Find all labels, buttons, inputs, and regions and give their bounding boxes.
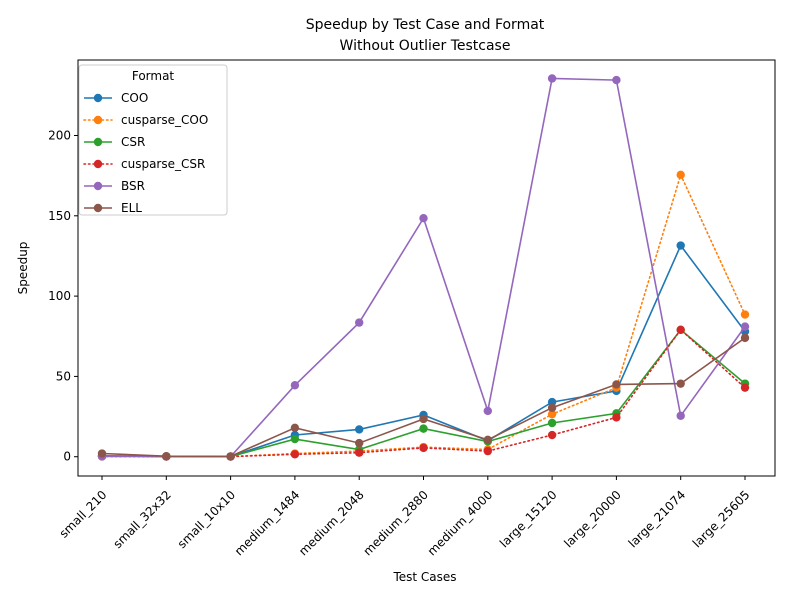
data-point-ELL-small_10x10 xyxy=(226,452,235,461)
y-tick-label-0: 0 xyxy=(63,450,71,464)
data-point-cusparse_CSR-medium_4000 xyxy=(483,446,492,456)
data-point-cusparse_CSR-medium_2880 xyxy=(419,443,428,453)
legend-label-cusparse_CSR: cusparse_CSR xyxy=(121,157,205,171)
legend-marker-cusparse_COO xyxy=(93,115,103,125)
legend-label-BSR: BSR xyxy=(121,179,145,193)
data-point-CSR-large_15120 xyxy=(547,418,557,428)
data-point-ELL-large_15120 xyxy=(547,403,557,412)
data-point-BSR-medium_1484 xyxy=(290,381,300,390)
data-point-BSR-large_20000 xyxy=(612,75,621,85)
data-point-COO-large_21074 xyxy=(676,241,685,250)
legend-marker-cusparse_CSR xyxy=(93,159,103,169)
data-point-BSR-large_25605 xyxy=(740,322,750,331)
chart-title: Speedup by Test Case and Format xyxy=(306,17,545,33)
data-point-BSR-medium_2048 xyxy=(355,318,364,327)
data-point-BSR-large_15120 xyxy=(547,74,557,83)
data-point-COO-medium_2048 xyxy=(355,425,364,434)
legend-label-ELL: ELL xyxy=(121,201,142,215)
legend-label-cusparse_COO: cusparse_COO xyxy=(121,113,208,127)
data-point-cusparse_CSR-medium_1484 xyxy=(290,450,300,459)
legend-box xyxy=(78,64,228,216)
data-point-cusparse_CSR-large_15120 xyxy=(547,430,557,440)
legend-marker-ELL xyxy=(93,203,103,213)
legend-marker-COO xyxy=(93,93,103,103)
y-tick-label-150: 150 xyxy=(48,209,71,223)
data-point-ELL-medium_1484 xyxy=(290,423,300,433)
data-point-ELL-medium_2880 xyxy=(419,414,428,424)
data-point-cusparse_COO-large_21074 xyxy=(676,170,685,180)
legend-marker-CSR xyxy=(93,137,103,147)
legend-label-COO: COO xyxy=(121,91,148,105)
legend-title: Format xyxy=(132,69,175,83)
data-point-ELL-large_25605 xyxy=(740,333,750,343)
y-tick-label-50: 50 xyxy=(56,369,71,383)
data-point-BSR-large_21074 xyxy=(676,411,685,420)
data-point-ELL-small_32x32 xyxy=(162,452,171,461)
data-point-CSR-medium_1484 xyxy=(290,434,300,444)
data-point-BSR-medium_4000 xyxy=(483,406,492,416)
x-axis-label: Test Cases xyxy=(392,570,456,584)
data-point-BSR-medium_2880 xyxy=(419,214,428,223)
data-point-CSR-medium_2880 xyxy=(419,424,428,433)
data-point-ELL-medium_4000 xyxy=(483,435,492,445)
y-axis-label: Speedup xyxy=(16,242,30,295)
legend-marker-BSR xyxy=(93,181,103,191)
y-tick-label-200: 200 xyxy=(48,128,71,142)
data-point-ELL-small_210 xyxy=(97,449,107,458)
data-point-ELL-large_21074 xyxy=(676,379,685,388)
data-point-cusparse_CSR-medium_2048 xyxy=(355,448,364,457)
chart-subtitle: Without Outlier Testcase xyxy=(340,38,511,54)
data-point-cusparse_CSR-large_21074 xyxy=(676,325,685,335)
legend-label-CSR: CSR xyxy=(121,135,145,149)
data-point-cusparse_COO-large_15120 xyxy=(547,409,557,419)
axes-frame xyxy=(77,59,776,477)
y-tick-label-100: 100 xyxy=(48,289,71,303)
data-point-cusparse_CSR-large_20000 xyxy=(612,413,621,422)
data-point-ELL-large_20000 xyxy=(612,380,621,389)
data-point-ELL-medium_2048 xyxy=(355,438,364,448)
data-point-cusparse_COO-large_25605 xyxy=(740,310,750,319)
data-point-cusparse_CSR-large_25605 xyxy=(740,383,750,392)
legend: Format COO cusparse_COO CSR cusparse_CSR BSR E… xyxy=(78,64,228,216)
